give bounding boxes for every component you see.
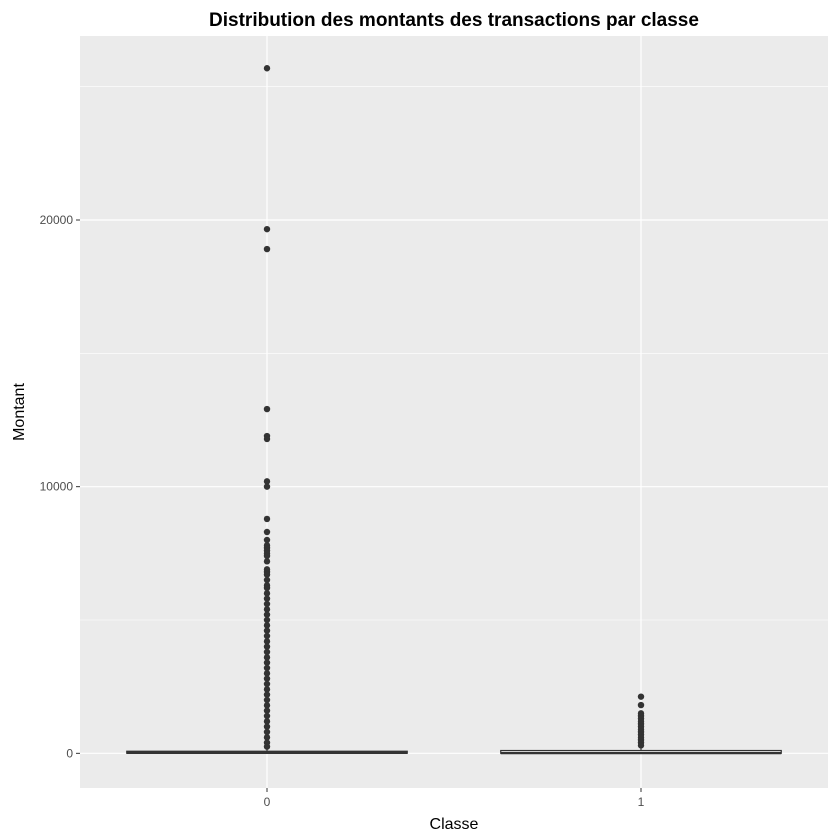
x-tick-label: 0 bbox=[264, 795, 271, 809]
outlier-point bbox=[263, 405, 271, 413]
outlier-point bbox=[263, 627, 271, 634]
chart-title: Distribution des montants des transactio… bbox=[209, 10, 699, 31]
boxes bbox=[126, 65, 782, 755]
outlier-point bbox=[263, 571, 271, 578]
x-axis-label: Classe bbox=[430, 816, 479, 833]
outlier-point bbox=[263, 590, 271, 597]
y-tick-label: 0 bbox=[66, 746, 73, 760]
outlier-point bbox=[263, 728, 271, 736]
outlier-point bbox=[263, 65, 271, 72]
outlier-point bbox=[263, 606, 271, 613]
outlier-point bbox=[263, 552, 271, 560]
plot-panel bbox=[80, 36, 828, 788]
outlier-point bbox=[263, 675, 271, 682]
outlier-point bbox=[263, 638, 271, 645]
outlier-point bbox=[263, 245, 271, 253]
x-tick-label: 1 bbox=[638, 795, 645, 809]
outlier-point bbox=[263, 691, 271, 698]
outlier-point bbox=[263, 654, 271, 661]
outlier-point bbox=[263, 600, 271, 608]
outlier-point bbox=[263, 478, 271, 485]
y-axis-label: Montant bbox=[11, 383, 28, 441]
axis-ticks: 0 10000 20000 0 1 bbox=[40, 213, 645, 809]
outlier-point bbox=[263, 723, 271, 730]
outlier-point bbox=[263, 515, 271, 523]
outlier-point bbox=[263, 680, 271, 688]
y-tick-label: 10000 bbox=[40, 480, 74, 494]
outlier-point bbox=[263, 743, 271, 750]
box-class-1 bbox=[500, 693, 782, 755]
outlier-point bbox=[263, 584, 271, 592]
outlier-point bbox=[263, 734, 271, 741]
outlier-point bbox=[263, 707, 271, 714]
outlier-point bbox=[637, 701, 645, 709]
outlier-point bbox=[263, 576, 271, 584]
outlier-point bbox=[263, 643, 271, 650]
outlier-point bbox=[263, 611, 271, 618]
outlier-point bbox=[637, 693, 645, 700]
outlier-point bbox=[263, 616, 271, 624]
y-tick-label: 20000 bbox=[40, 213, 74, 227]
outlier-point bbox=[263, 670, 271, 677]
outlier-point bbox=[263, 622, 271, 629]
outlier-point bbox=[263, 225, 271, 233]
outlier-point bbox=[637, 742, 645, 749]
outlier-point bbox=[263, 686, 271, 693]
outlier-point bbox=[263, 435, 271, 443]
outlier-point bbox=[263, 558, 271, 565]
outlier-point bbox=[263, 712, 271, 720]
outlier-point bbox=[263, 483, 271, 490]
outlier-point bbox=[263, 528, 271, 536]
outlier-point bbox=[263, 702, 271, 709]
outlier-point bbox=[263, 718, 271, 725]
outlier-point bbox=[263, 664, 271, 672]
outlier-point bbox=[263, 696, 271, 704]
outlier-point bbox=[263, 648, 271, 656]
outlier-point bbox=[263, 595, 271, 602]
outlier-point bbox=[263, 659, 271, 666]
outlier-point bbox=[263, 536, 271, 544]
box-class-0 bbox=[126, 65, 408, 754]
outlier-point bbox=[263, 632, 271, 640]
